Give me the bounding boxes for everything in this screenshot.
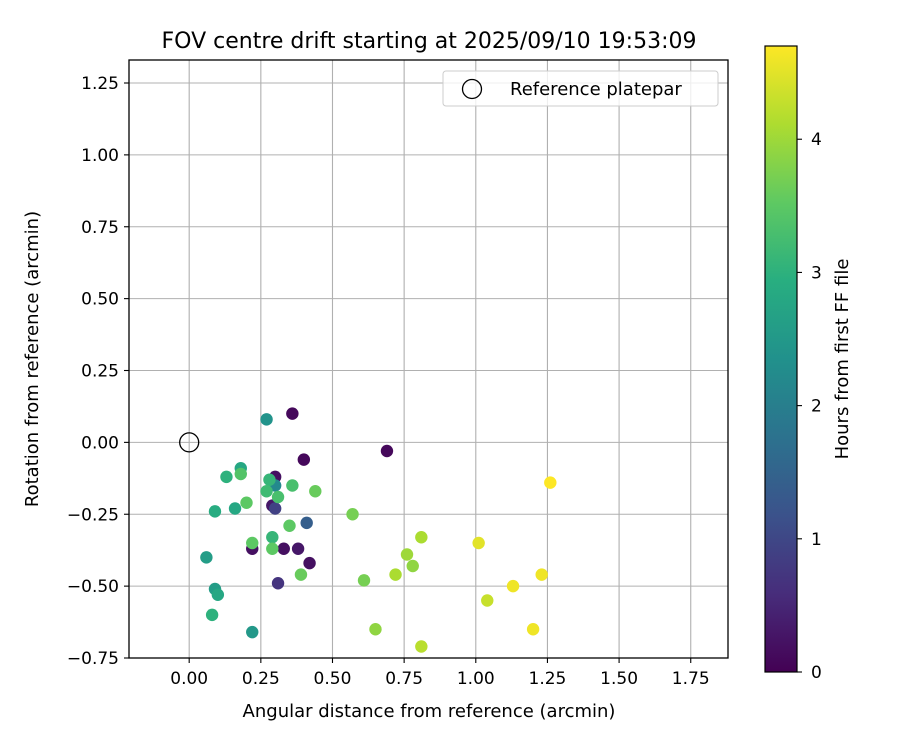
data-point [263, 473, 276, 486]
legend-label: Reference platepar [510, 79, 682, 100]
data-point [415, 640, 428, 653]
y-axis-ticks: −0.75 −0.50 −0.25 0.00 0.25 0.50 0.75 1.00 1.25 [67, 74, 129, 669]
data-point [220, 470, 233, 484]
data-point [228, 502, 242, 515]
data-point [286, 479, 299, 492]
data-point [309, 485, 322, 498]
x-tick-label: 0.25 [242, 669, 280, 689]
data-point [277, 542, 290, 555]
legend: Reference platepar [442, 70, 719, 107]
data-point [294, 568, 308, 581]
data-point [268, 502, 282, 515]
y-tick-label: −0.50 [67, 577, 119, 597]
scatter-points [179, 407, 557, 653]
colorbar-tick-label: 2 [811, 397, 822, 417]
colorbar-label: Hours from first FF file [832, 259, 853, 460]
y-tick-label: 0.50 [81, 290, 119, 310]
y-tick-label: 1.00 [81, 146, 119, 166]
data-point [205, 608, 219, 622]
y-tick-label: −0.75 [67, 649, 119, 669]
y-tick-label: −0.25 [67, 505, 119, 525]
chart-title: FOV centre drift starting at 2025/09/10 … [162, 29, 697, 54]
x-tick-label: 1.25 [529, 669, 567, 689]
colorbar-tick-label: 0 [811, 663, 822, 683]
colorbar-gradient [764, 45, 798, 673]
x-tick-label: 1.50 [600, 669, 638, 689]
x-tick-label: 1.00 [457, 669, 495, 689]
data-point [369, 623, 382, 636]
data-point [260, 413, 273, 426]
data-point [266, 542, 279, 555]
data-point [300, 516, 313, 530]
reference-platepar-marker [179, 432, 200, 453]
data-point [400, 548, 414, 561]
colorbar-tick-label: 1 [811, 530, 822, 550]
legend-marker-icon [461, 78, 483, 100]
data-point [240, 496, 253, 509]
x-tick-label: 1.75 [672, 669, 710, 689]
data-point [211, 588, 225, 601]
data-point [472, 536, 485, 550]
data-point [303, 556, 316, 570]
data-point [208, 505, 222, 518]
data-point [200, 551, 213, 564]
data-point [291, 542, 305, 555]
x-axis-label: Angular distance from reference (arcmin) [243, 701, 616, 722]
colorbar-tick-label: 4 [811, 130, 822, 150]
data-point [357, 574, 371, 587]
data-point [406, 559, 419, 573]
data-point [246, 625, 259, 639]
y-tick-label: 0.00 [81, 433, 119, 453]
plot-frame [128, 59, 729, 659]
data-point [506, 579, 520, 593]
data-point [535, 568, 548, 581]
data-point [481, 594, 494, 607]
data-point [346, 508, 359, 521]
y-tick-label: 0.75 [81, 218, 119, 238]
data-point [246, 536, 259, 550]
data-point [283, 519, 296, 532]
data-point [286, 407, 299, 420]
data-point [415, 531, 428, 544]
colorbar: 0 1 2 3 4 Hours from first FF file [764, 45, 853, 683]
data-point [271, 577, 285, 590]
y-tick-label: 1.25 [81, 74, 119, 94]
data-point [380, 444, 394, 458]
x-tick-label: 0.75 [385, 669, 423, 689]
data-point [389, 568, 402, 581]
data-point [234, 467, 247, 481]
legend-box [442, 70, 719, 107]
data-point [266, 531, 279, 544]
y-axis-label: Rotation from reference (arcmin) [22, 211, 43, 507]
colorbar-ticks: 0 1 2 3 4 [797, 130, 822, 683]
x-tick-label: 0.50 [314, 669, 352, 689]
y-tick-label: 0.25 [81, 362, 119, 382]
colorbar-tick-label: 3 [811, 263, 822, 283]
data-point [271, 490, 285, 504]
x-tick-label: 0.00 [170, 669, 208, 689]
data-point [297, 453, 311, 466]
grid [129, 60, 728, 659]
data-point [260, 485, 273, 498]
x-axis-ticks: 0.00 0.25 0.50 0.75 1.00 1.25 1.50 1.75 [170, 658, 710, 689]
data-point [544, 476, 557, 489]
data-point [526, 623, 540, 636]
